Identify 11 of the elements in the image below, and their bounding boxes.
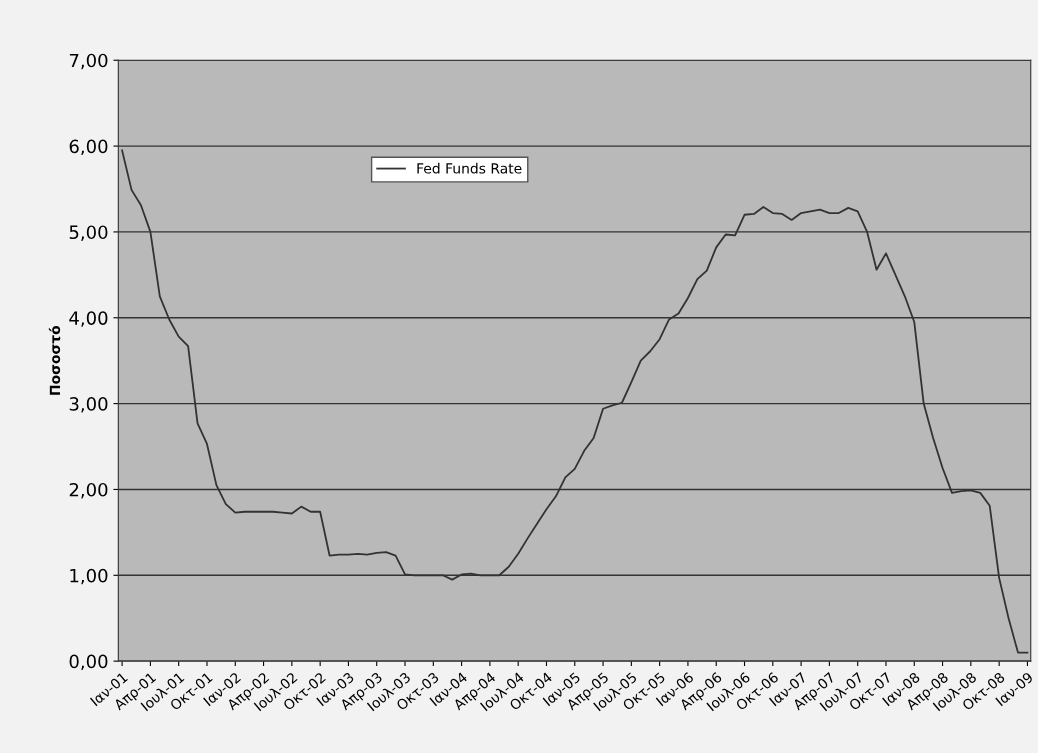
y-tick-label: 6,00 [69,139,108,156]
y-tick-label: 5,00 [69,225,108,241]
y-tick-label: 1,00 [70,568,108,585]
y-tick-label: 4,00 [69,311,108,327]
legend-label: Fed Funds Rate [417,162,522,174]
y-tick-label: 0,00 [69,654,108,671]
y-tick-label: 3,00 [69,397,108,413]
y-tick-label: 2,00 [69,482,108,499]
line-series [121,149,1029,654]
y-tick-label: 7,00 [69,53,108,70]
y-axis-title: Ποσοστό [48,325,61,395]
